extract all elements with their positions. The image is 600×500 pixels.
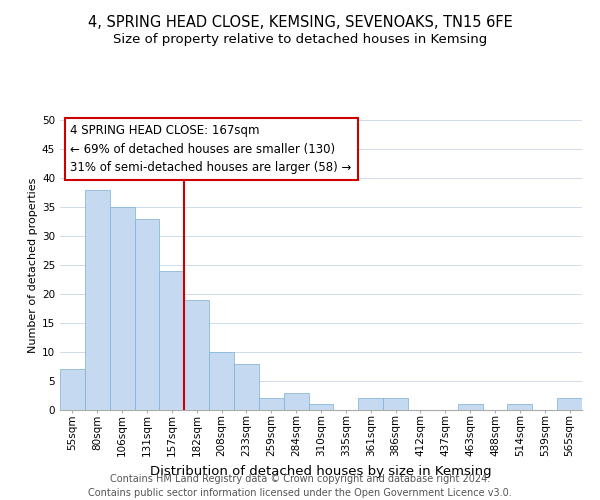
Text: 4 SPRING HEAD CLOSE: 167sqm
← 69% of detached houses are smaller (130)
31% of se: 4 SPRING HEAD CLOSE: 167sqm ← 69% of det… — [70, 124, 352, 174]
Bar — [284, 392, 308, 410]
Bar — [383, 398, 408, 410]
Bar — [60, 370, 85, 410]
Bar — [85, 190, 110, 410]
Bar — [358, 398, 383, 410]
Bar — [184, 300, 209, 410]
Text: Contains HM Land Registry data © Crown copyright and database right 2024.
Contai: Contains HM Land Registry data © Crown c… — [88, 474, 512, 498]
Bar — [234, 364, 259, 410]
X-axis label: Distribution of detached houses by size in Kemsing: Distribution of detached houses by size … — [150, 464, 492, 477]
Bar — [209, 352, 234, 410]
Bar — [259, 398, 284, 410]
Bar — [508, 404, 532, 410]
Bar — [458, 404, 482, 410]
Bar — [110, 207, 134, 410]
Text: Size of property relative to detached houses in Kemsing: Size of property relative to detached ho… — [113, 32, 487, 46]
Bar — [308, 404, 334, 410]
Bar — [134, 218, 160, 410]
Bar — [160, 271, 184, 410]
Text: 4, SPRING HEAD CLOSE, KEMSING, SEVENOAKS, TN15 6FE: 4, SPRING HEAD CLOSE, KEMSING, SEVENOAKS… — [88, 15, 512, 30]
Bar — [557, 398, 582, 410]
Y-axis label: Number of detached properties: Number of detached properties — [28, 178, 38, 352]
